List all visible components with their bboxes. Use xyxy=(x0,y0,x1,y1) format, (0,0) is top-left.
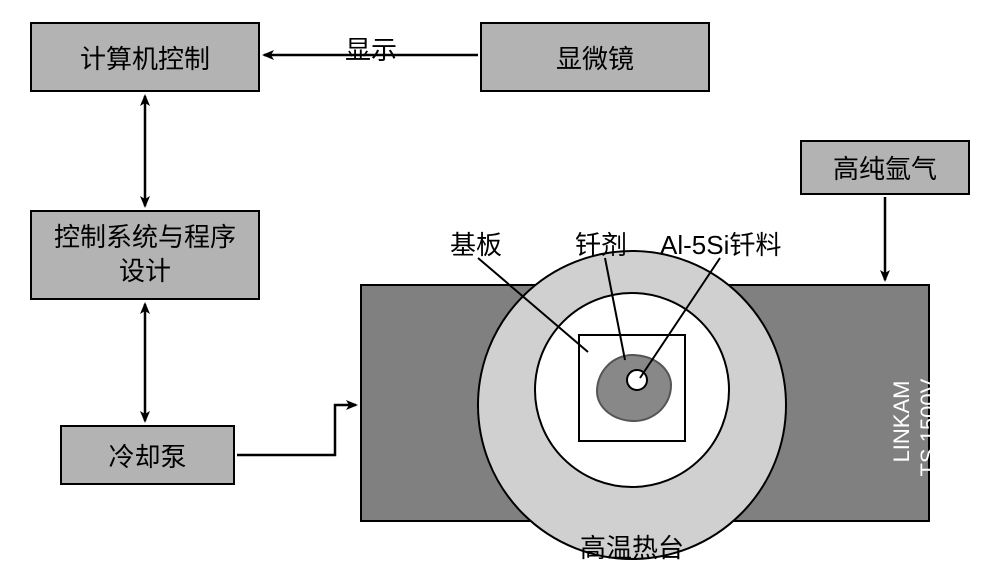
edge-label-display-text: 显示 xyxy=(345,35,397,65)
pointer-label-solder: Al-5Si钎料 xyxy=(660,225,781,262)
edge-pump-to-stage xyxy=(237,405,356,455)
device-label-text: LINKAMTS 1500V xyxy=(889,379,940,477)
pointer-label-solder-text: Al-5Si钎料 xyxy=(660,230,781,260)
pointer-label-substrate: 基板 xyxy=(450,225,502,262)
argon-label: 高纯氩气 xyxy=(833,149,937,186)
computer-control-box: 计算机控制 xyxy=(30,22,260,92)
system-design-line2: 设计 xyxy=(119,256,171,286)
stage-caption-text: 高温热台 xyxy=(580,533,684,563)
cooling-pump-box: 冷却泵 xyxy=(60,425,235,485)
argon-box: 高纯氩气 xyxy=(800,140,970,195)
solder-dot xyxy=(626,369,648,391)
system-design-line1: 控制系统与程序 xyxy=(54,222,236,252)
pointer-label-substrate-text: 基板 xyxy=(450,230,502,260)
cooling-pump-label: 冷却泵 xyxy=(108,437,186,474)
pointer-label-flux: 钎剂 xyxy=(575,225,627,262)
microscope-box: 显微镜 xyxy=(480,22,710,92)
stage-caption: 高温热台 xyxy=(580,528,684,565)
pointer-label-flux-text: 钎剂 xyxy=(575,230,627,260)
system-design-box: 控制系统与程序 设计 xyxy=(30,210,260,300)
computer-control-label: 计算机控制 xyxy=(80,39,210,76)
edge-label-display: 显示 xyxy=(345,30,397,67)
microscope-label: 显微镜 xyxy=(556,39,634,76)
device-label: LINKAMTS 1500V xyxy=(863,365,942,490)
system-design-label: 控制系统与程序 设计 xyxy=(54,221,236,289)
